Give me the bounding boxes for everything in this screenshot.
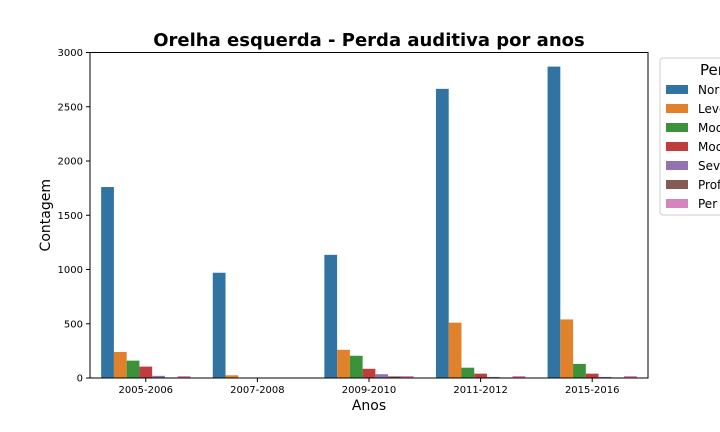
bar	[337, 349, 350, 378]
y-tick-label: 2500	[58, 102, 83, 113]
bar	[212, 272, 226, 378]
x-axis-label: Anos	[352, 398, 386, 414]
bar	[474, 373, 487, 378]
legend-entry: Prof	[698, 178, 720, 192]
legend-entry: Leve	[698, 102, 720, 116]
legend-entry: Mod	[698, 121, 720, 135]
y-tick-label: 1500	[58, 211, 83, 222]
x-tick-label: 2011-2012	[453, 385, 508, 396]
bar	[598, 376, 612, 378]
bar	[512, 376, 526, 378]
bar	[400, 376, 414, 378]
y-axis-label: Contagem	[38, 179, 54, 251]
legend-swatch	[666, 123, 688, 132]
bar	[486, 376, 500, 378]
legend-frame	[659, 57, 720, 216]
y-axis: 0 500 1000 1500 2000 2500 3000	[58, 48, 90, 385]
bar	[585, 373, 599, 378]
bar	[388, 376, 401, 378]
legend-swatch	[666, 199, 688, 208]
chart-title: Orelha esquerda - Perda auditiva por ano…	[153, 30, 584, 51]
legend-entry: Norr	[698, 83, 720, 97]
x-tick-label: 2009-2010	[342, 385, 397, 396]
x-tick-label: 2005-2006	[119, 385, 174, 396]
bar	[101, 187, 114, 378]
bar	[435, 88, 449, 378]
bar	[126, 360, 140, 378]
x-axis: 2005-2006 2007-2008 2009-2010 2011-2012 2015…	[119, 378, 620, 396]
bar	[139, 366, 153, 378]
bar	[375, 374, 389, 378]
legend-swatch	[666, 104, 688, 113]
bar	[461, 367, 475, 378]
x-tick-label: 2015-2016	[565, 385, 620, 396]
y-tick-label: 1000	[58, 265, 83, 276]
legend-entry: Per	[698, 197, 717, 211]
bar	[362, 368, 376, 378]
bar	[448, 322, 462, 378]
y-tick-label: 2000	[58, 157, 83, 168]
legend-title: Per	[700, 61, 720, 79]
bar	[225, 375, 239, 378]
bar	[113, 351, 127, 378]
bar	[349, 355, 363, 378]
legend-swatch	[666, 142, 688, 151]
plot-area	[101, 66, 637, 378]
y-tick-label: 500	[64, 319, 83, 330]
legend: Per Norr Leve Mod Mod Sev Prof Per	[659, 57, 720, 216]
y-tick-label: 3000	[58, 48, 83, 59]
bar	[324, 254, 338, 378]
bar	[152, 375, 165, 378]
legend-swatch	[666, 85, 688, 94]
y-tick-label: 0	[77, 374, 83, 385]
bar	[177, 376, 191, 378]
bar	[624, 376, 637, 378]
legend-entry: Mod	[698, 140, 720, 154]
legend-swatch	[666, 161, 688, 170]
bar	[573, 363, 586, 378]
bar	[560, 319, 574, 378]
legend-swatch	[666, 180, 688, 189]
x-tick-label: 2007-2008	[230, 385, 285, 396]
bar	[547, 66, 561, 378]
legend-entry: Sev	[698, 159, 720, 173]
